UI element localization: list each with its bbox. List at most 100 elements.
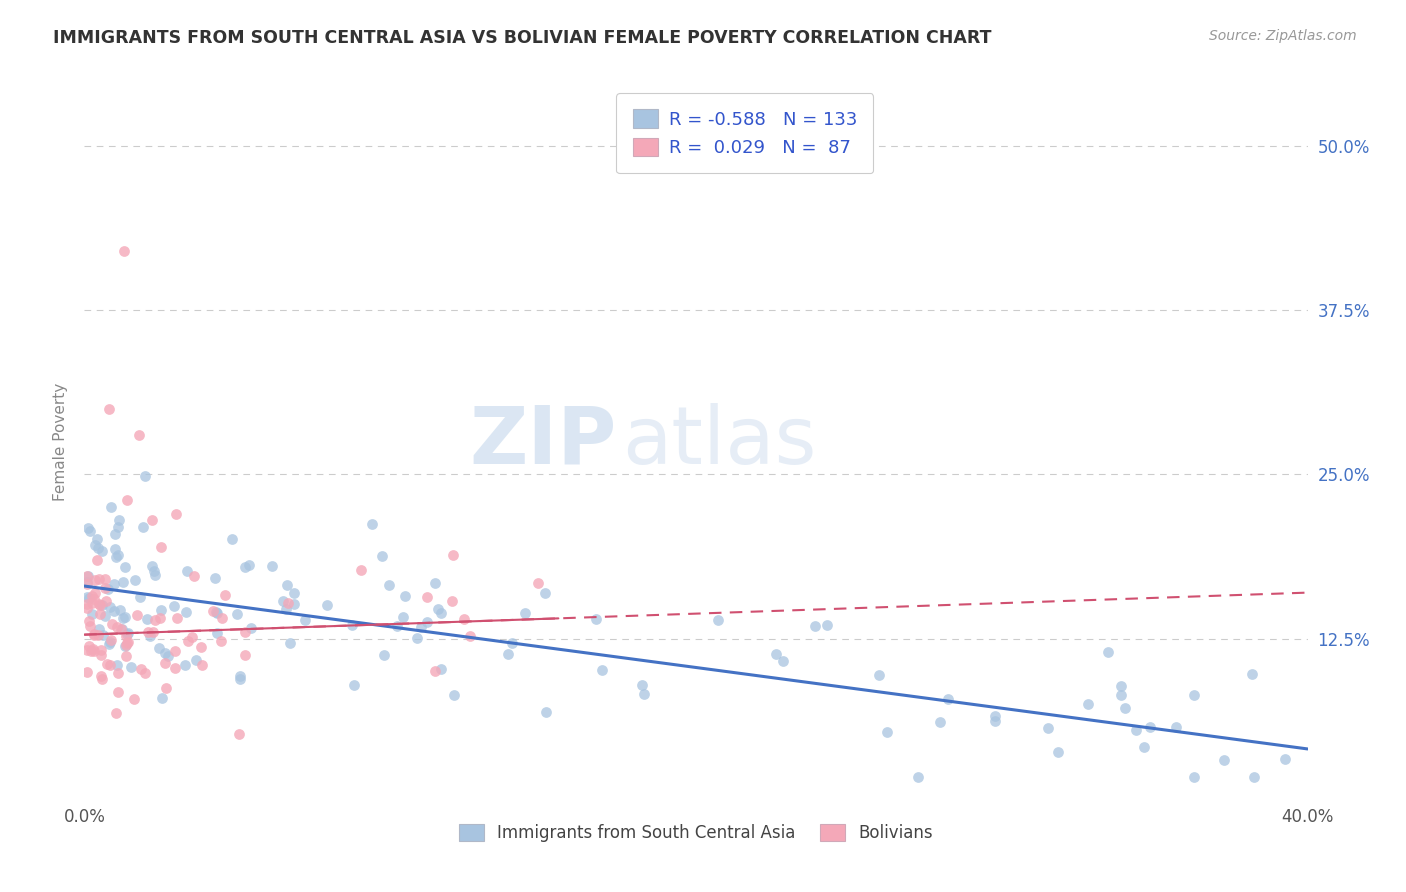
Point [238, 558, 260, 572]
Point [107, 685, 129, 699]
Point [94, 594, 117, 608]
Point [155, 657, 177, 671]
Point [91, 627, 114, 641]
Point [1132, 740, 1154, 755]
Point [340, 617, 363, 632]
Point [114, 610, 136, 624]
Point [271, 593, 294, 607]
Point [415, 591, 437, 605]
Point [143, 613, 166, 627]
Point [772, 654, 794, 668]
Point [1109, 679, 1132, 693]
Point [173, 657, 195, 672]
Point [1182, 689, 1205, 703]
Point [83, 627, 105, 641]
Point [86, 541, 108, 555]
Point [87, 622, 110, 636]
Point [87, 597, 110, 611]
Point [534, 585, 557, 599]
Point [262, 558, 284, 573]
Point [453, 611, 475, 625]
Point [430, 662, 453, 676]
Point [150, 690, 173, 705]
Point [136, 612, 159, 626]
Point [134, 666, 156, 681]
Point [429, 607, 451, 621]
Point [1114, 701, 1136, 715]
Point [110, 622, 132, 636]
Point [115, 493, 138, 508]
Point [416, 615, 439, 630]
Point [929, 714, 952, 729]
Point [114, 560, 136, 574]
Point [278, 636, 301, 650]
Point [90, 642, 112, 657]
Point [97, 582, 120, 596]
Point [132, 520, 155, 534]
Point [983, 714, 1005, 729]
Point [176, 564, 198, 578]
Point [77, 521, 100, 535]
Point [93, 573, 115, 587]
Point [79, 619, 101, 633]
Point [1125, 723, 1147, 737]
Point [184, 653, 207, 667]
Point [209, 634, 232, 648]
Point [229, 672, 252, 686]
Point [392, 610, 415, 624]
Point [77, 639, 100, 653]
Text: Source: ZipAtlas.com: Source: ZipAtlas.com [1209, 29, 1357, 43]
Point [110, 623, 132, 637]
Point [77, 591, 100, 605]
Point [94, 582, 117, 596]
Point [143, 567, 166, 582]
Point [86, 532, 108, 546]
Point [174, 605, 197, 619]
Point [90, 669, 112, 683]
Point [111, 574, 134, 589]
Point [111, 611, 134, 625]
Point [76, 590, 98, 604]
Point [204, 571, 226, 585]
Point [1166, 721, 1188, 735]
Point [165, 507, 187, 521]
Point [117, 626, 139, 640]
Point [534, 706, 557, 720]
Point [100, 500, 122, 514]
Point [114, 639, 136, 653]
Point [183, 568, 205, 582]
Point [112, 244, 135, 258]
Point [409, 620, 432, 634]
Point [1184, 770, 1206, 784]
Text: atlas: atlas [623, 402, 817, 481]
Point [115, 629, 138, 643]
Point [143, 564, 166, 578]
Point [1097, 645, 1119, 659]
Point [153, 646, 176, 660]
Point [205, 606, 228, 620]
Point [1111, 688, 1133, 702]
Point [350, 563, 373, 577]
Point [205, 605, 228, 619]
Point [441, 594, 464, 608]
Point [91, 673, 114, 687]
Point [585, 612, 607, 626]
Point [315, 598, 337, 612]
Point [136, 625, 159, 640]
Point [91, 598, 114, 612]
Point [141, 513, 163, 527]
Point [100, 633, 122, 648]
Point [82, 607, 104, 621]
Point [515, 606, 537, 620]
Point [98, 657, 121, 672]
Point [84, 538, 107, 552]
Point [82, 589, 104, 603]
Point [107, 548, 129, 562]
Point [104, 527, 127, 541]
Point [228, 727, 250, 741]
Point [89, 607, 111, 622]
Point [936, 691, 959, 706]
Point [117, 636, 139, 650]
Point [229, 669, 252, 683]
Point [706, 613, 728, 627]
